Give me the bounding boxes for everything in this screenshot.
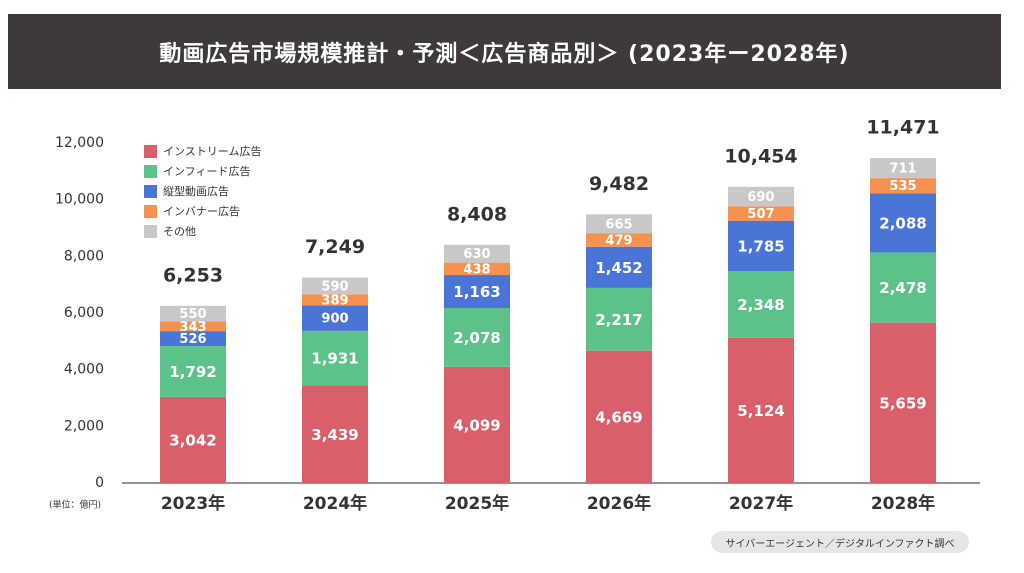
bar-segment xyxy=(870,322,936,483)
bar-segment xyxy=(728,337,794,483)
legend-swatch xyxy=(144,145,157,158)
bar-segment xyxy=(444,275,510,308)
bar-segment xyxy=(444,366,510,483)
total-label: 6,253 xyxy=(163,264,223,286)
data-label: 1,452 xyxy=(595,259,642,277)
x-category-label: 2026年 xyxy=(587,493,651,514)
bar-segment xyxy=(586,246,652,288)
data-label: 438 xyxy=(463,262,490,277)
x-category-label: 2028年 xyxy=(871,493,935,514)
total-label: 10,454 xyxy=(724,145,797,167)
data-label: 1,163 xyxy=(453,283,500,301)
legend-label: その他 xyxy=(163,225,196,238)
data-label: 535 xyxy=(889,179,916,194)
data-label: 4,099 xyxy=(453,416,500,434)
data-label: 2,478 xyxy=(879,279,926,297)
data-label: 3,042 xyxy=(169,431,216,449)
x-category-label: 2025年 xyxy=(445,493,509,514)
bar-segment xyxy=(444,262,510,276)
legend-label: 縦型動画広告 xyxy=(163,184,229,198)
total-label: 7,249 xyxy=(305,236,365,258)
bar-segment xyxy=(586,350,652,483)
data-label: 507 xyxy=(747,207,774,222)
bar-segment xyxy=(586,287,652,351)
data-label: 1,785 xyxy=(737,238,784,256)
data-label: 5,659 xyxy=(879,394,926,412)
data-label: 479 xyxy=(605,233,632,248)
data-label: 2,078 xyxy=(453,329,500,347)
data-label: 630 xyxy=(463,247,490,262)
legend-label: インバナー広告 xyxy=(163,205,240,218)
y-tick-label: 10,000 xyxy=(55,192,104,208)
legend-label: インフィード広告 xyxy=(163,165,250,178)
data-label: 2,088 xyxy=(879,214,926,232)
data-label: 1,792 xyxy=(169,363,216,381)
data-label: 2,348 xyxy=(737,296,784,314)
bar-segment xyxy=(302,385,368,483)
data-label: 1,931 xyxy=(311,350,358,368)
legend-swatch xyxy=(144,165,157,178)
y-tick-label: 4,000 xyxy=(64,362,104,378)
data-label: 690 xyxy=(747,190,774,205)
bar-segment xyxy=(160,346,226,397)
data-label: 389 xyxy=(321,293,348,308)
bar-segment xyxy=(728,271,794,338)
bar-segment xyxy=(444,307,510,367)
total-label: 11,471 xyxy=(866,116,939,138)
y-tick-label: 0 xyxy=(95,475,104,491)
bar-segment xyxy=(160,305,226,322)
x-category-label: 2023年 xyxy=(161,493,225,514)
bar-segment xyxy=(870,157,936,179)
data-label: 2,217 xyxy=(595,311,642,329)
bar-segment xyxy=(160,396,226,483)
bar-segment xyxy=(302,294,368,306)
data-label: 526 xyxy=(179,332,206,347)
bar-segment xyxy=(728,186,794,207)
bar-segment xyxy=(870,252,936,323)
bar-segment xyxy=(586,233,652,247)
data-label: 590 xyxy=(321,279,348,294)
data-label: 3,439 xyxy=(311,426,358,444)
bar-segment xyxy=(160,321,226,332)
x-category-label: 2024年 xyxy=(303,493,367,514)
legend-swatch xyxy=(144,205,157,218)
data-label: 711 xyxy=(889,162,916,177)
bar-segment xyxy=(160,331,226,347)
data-label: 343 xyxy=(179,320,206,335)
data-label: 550 xyxy=(179,307,206,322)
total-label: 8,408 xyxy=(447,203,507,225)
bar-segment xyxy=(444,244,510,263)
x-category-label: 2027年 xyxy=(729,493,793,514)
bar-segment xyxy=(302,330,368,386)
bar-segment xyxy=(302,277,368,295)
bar-segment xyxy=(728,206,794,221)
chart-title: 動画広告市場規模推計・予測＜広告商品別＞ (2023年ー2028年) xyxy=(8,14,1001,89)
data-label: 5,124 xyxy=(737,402,784,420)
legend-label: インストリーム広告 xyxy=(163,145,261,158)
data-label: 4,669 xyxy=(595,408,642,426)
data-label: 900 xyxy=(321,312,348,327)
y-tick-label: 2,000 xyxy=(64,418,104,434)
bar-segment xyxy=(586,214,652,234)
source-badge: サイバーエージェント／デジタルインファクト調べ xyxy=(711,531,969,553)
bar-segment xyxy=(870,193,936,253)
legend-swatch xyxy=(144,225,157,238)
y-tick-label: 12,000 xyxy=(55,135,104,151)
legend-swatch xyxy=(144,185,157,198)
total-label: 9,482 xyxy=(589,173,649,195)
unit-note: (単位：億円) xyxy=(49,499,101,511)
bar-segment xyxy=(302,305,368,331)
bar-segment xyxy=(728,220,794,272)
data-label: 665 xyxy=(605,217,632,232)
y-tick-label: 8,000 xyxy=(64,248,104,264)
y-tick-label: 6,000 xyxy=(64,305,104,321)
bar-segment xyxy=(870,178,936,194)
